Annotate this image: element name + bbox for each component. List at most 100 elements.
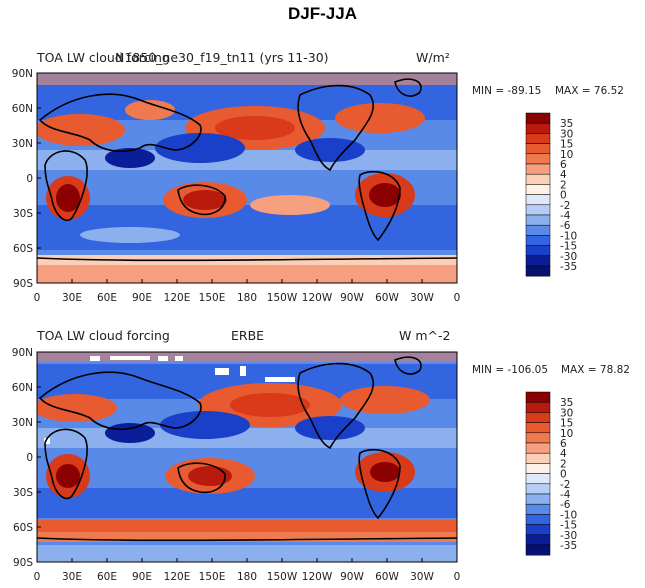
x-tick-label: 0 — [34, 292, 41, 304]
legend-level-label: -15 — [560, 241, 577, 253]
legend-swatch — [525, 432, 551, 444]
legend-swatch — [525, 524, 551, 536]
legend-level-label: 4 — [560, 448, 567, 460]
x-tick-label: 150W — [267, 292, 298, 304]
y-tick-label: 30S — [13, 208, 33, 220]
legend-level-label: 35 — [560, 118, 573, 130]
panel-obs-units: W m^-2 — [399, 328, 450, 343]
y-tick-label: 30N — [12, 138, 33, 150]
x-tick-label: 120W — [302, 292, 333, 304]
legend-swatch — [525, 401, 551, 413]
panel-model-units: W/m² — [416, 50, 450, 65]
legend-level-label: -4 — [560, 489, 571, 501]
legend-swatch — [525, 422, 551, 434]
legend-level-label: -4 — [560, 210, 571, 222]
legend-swatch — [525, 391, 551, 403]
legend-level-label: -15 — [560, 520, 577, 532]
x-tick-label: 30E — [62, 292, 82, 304]
panel-model-axes: 0 30E 60E 90E 120E 150E 180 150W 120W 90W 60W 30W 09… — [12, 68, 461, 304]
panel-obs-title-left: TOA LW cloud forcing — [36, 328, 170, 343]
legend-swatch — [525, 163, 551, 175]
legend-swatch — [525, 503, 551, 515]
x-tick-label: 60W — [375, 292, 399, 304]
legend-level-label: -10 — [560, 230, 577, 242]
legend-swatch — [525, 143, 551, 155]
y-tick-label: 90S — [13, 278, 33, 290]
legend-swatch — [525, 255, 551, 267]
x-tick-label: 0 — [34, 571, 41, 583]
panel-model-map — [37, 73, 457, 283]
y-tick-label: 60N — [12, 382, 33, 394]
x-tick-label: 90E — [132, 292, 152, 304]
legend-level-label: -6 — [560, 499, 571, 511]
panel-obs: TOA LW cloud forcing ERBE W m^-2 — [12, 328, 630, 583]
legend-level-label: -6 — [560, 220, 571, 232]
y-tick-label: 60S — [13, 522, 33, 534]
panel-obs-min: MIN = -106.05 — [472, 364, 548, 376]
legend-level-label: 10 — [560, 149, 573, 161]
legend-swatch — [525, 194, 551, 206]
legend-swatch — [525, 204, 551, 216]
y-tick-label: 30S — [13, 487, 33, 499]
panel-obs-axes: 0 30E 60E 90E 120E 150E 180 150W 120W 90W 60W 30W 09… — [12, 347, 461, 583]
legend-swatch — [525, 214, 551, 226]
y-tick-label: 0 — [26, 173, 33, 185]
legend-level-label: 15 — [560, 418, 573, 430]
y-tick-label: 60S — [13, 243, 33, 255]
legend-swatch — [525, 153, 551, 165]
x-tick-label: 0 — [454, 571, 461, 583]
legend-swatch — [525, 463, 551, 474]
legend-level-label: 10 — [560, 428, 573, 440]
x-tick-label: 90E — [132, 571, 152, 583]
legend-level-label: 4 — [560, 169, 567, 181]
legend-level-label: -10 — [560, 509, 577, 521]
legend-level-label: 6 — [560, 438, 567, 450]
legend-swatch — [525, 122, 551, 134]
legend-level-label: -2 — [560, 200, 570, 212]
legend-swatch — [525, 265, 551, 277]
legend-swatch — [525, 514, 551, 525]
legend-swatch — [525, 544, 551, 556]
y-tick-label: 30N — [12, 417, 33, 429]
x-tick-label: 60W — [375, 571, 399, 583]
legend-level-label: -35 — [560, 540, 577, 552]
legend-level-label: -30 — [560, 251, 577, 263]
legend-swatch — [525, 224, 551, 236]
legend-level-label: 2 — [560, 458, 567, 470]
panel-model: TOA LW cloud forcing N1850_ne30_f19_tn11… — [12, 50, 624, 304]
legend-swatch — [525, 493, 551, 505]
x-tick-label: 0 — [454, 292, 461, 304]
panel-obs-title-center: ERBE — [231, 328, 264, 343]
legend-level-label: 35 — [560, 397, 573, 409]
y-tick-label: 60N — [12, 103, 33, 115]
legend-level-label: -30 — [560, 530, 577, 542]
panel-obs-map — [37, 352, 457, 562]
panel-model-title-center: N1850_ne30_f19_tn11 (yrs 11-30) — [115, 50, 329, 65]
legend-level-label: 0 — [560, 469, 567, 481]
y-tick-label: 90N — [12, 347, 33, 359]
x-tick-label: 90W — [340, 571, 364, 583]
x-tick-label: 120W — [302, 571, 333, 583]
legend-swatch — [525, 235, 551, 246]
legend-level-label: 30 — [560, 407, 573, 419]
legend-level-label: 15 — [560, 139, 573, 151]
legend-swatch — [525, 133, 551, 144]
x-tick-label: 120E — [164, 292, 191, 304]
x-tick-label: 150W — [267, 571, 298, 583]
x-tick-label: 120E — [164, 571, 191, 583]
legend-level-label: -35 — [560, 261, 577, 273]
panel-obs-max: MAX = 78.82 — [561, 364, 630, 376]
legend-swatch — [525, 184, 551, 195]
legend-level-label: 6 — [560, 159, 567, 171]
x-tick-label: 30W — [410, 292, 434, 304]
legend-swatch — [525, 245, 551, 257]
x-tick-label: 150E — [199, 571, 226, 583]
legend-swatch — [525, 442, 551, 454]
y-tick-label: 90S — [13, 557, 33, 569]
x-tick-label: 60E — [97, 292, 117, 304]
legend-swatch — [525, 112, 551, 124]
x-tick-label: 150E — [199, 292, 226, 304]
legend-level-label: -2 — [560, 479, 570, 491]
